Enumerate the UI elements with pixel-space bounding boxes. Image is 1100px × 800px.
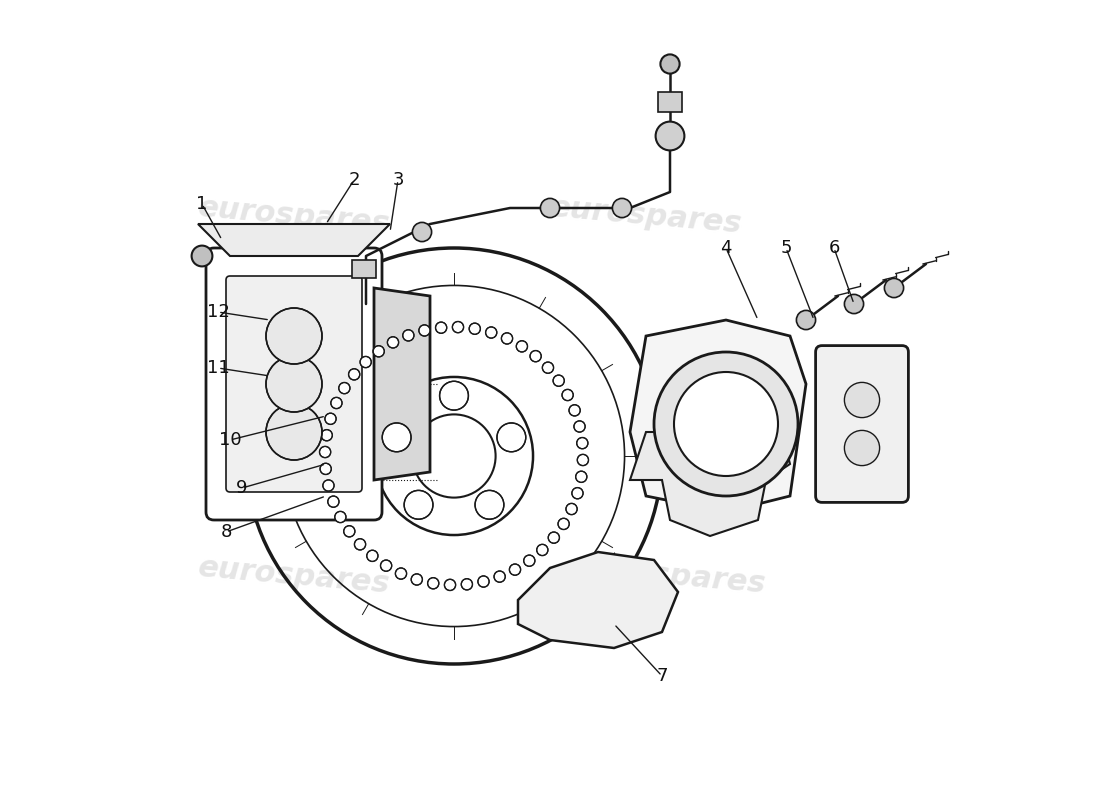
Circle shape (403, 330, 414, 341)
Circle shape (578, 454, 588, 466)
Polygon shape (374, 288, 430, 480)
Circle shape (475, 490, 504, 519)
Polygon shape (630, 432, 790, 536)
Circle shape (540, 198, 560, 218)
Circle shape (654, 352, 798, 496)
Circle shape (360, 357, 372, 368)
Circle shape (319, 446, 331, 458)
Circle shape (266, 308, 322, 364)
Circle shape (553, 375, 564, 386)
Circle shape (613, 198, 631, 218)
Circle shape (884, 278, 903, 298)
Circle shape (266, 404, 322, 460)
Circle shape (574, 421, 585, 432)
Text: 5: 5 (780, 239, 792, 257)
Circle shape (485, 327, 497, 338)
Circle shape (470, 323, 481, 334)
Circle shape (524, 555, 535, 566)
FancyBboxPatch shape (226, 276, 362, 492)
Polygon shape (518, 552, 678, 648)
Circle shape (494, 571, 505, 582)
Circle shape (444, 579, 455, 590)
Circle shape (404, 490, 433, 519)
Circle shape (412, 222, 431, 242)
FancyBboxPatch shape (658, 92, 682, 112)
FancyBboxPatch shape (352, 260, 375, 278)
Circle shape (566, 503, 578, 514)
Circle shape (334, 511, 346, 522)
Circle shape (349, 369, 360, 380)
Text: 3: 3 (393, 171, 404, 189)
Text: 6: 6 (828, 239, 839, 257)
Circle shape (354, 538, 365, 550)
Circle shape (339, 382, 350, 394)
Circle shape (328, 496, 339, 507)
Text: eurospares: eurospares (573, 553, 768, 599)
Circle shape (395, 568, 407, 579)
Circle shape (477, 576, 490, 587)
Text: eurospares: eurospares (197, 193, 392, 239)
Circle shape (575, 471, 587, 482)
Circle shape (562, 390, 573, 401)
Text: 2: 2 (349, 171, 360, 189)
Circle shape (191, 246, 212, 266)
Circle shape (845, 382, 880, 418)
Circle shape (428, 578, 439, 589)
Circle shape (419, 325, 430, 336)
Circle shape (366, 550, 378, 562)
Circle shape (321, 430, 332, 441)
Circle shape (558, 518, 569, 530)
Circle shape (845, 294, 864, 314)
Circle shape (324, 413, 337, 424)
Circle shape (537, 544, 548, 555)
Circle shape (497, 423, 526, 452)
Circle shape (656, 122, 684, 150)
Text: 8: 8 (220, 523, 232, 541)
Text: 4: 4 (720, 239, 732, 257)
Circle shape (502, 333, 513, 344)
Text: 1: 1 (196, 195, 208, 213)
Text: 11: 11 (207, 359, 230, 377)
FancyBboxPatch shape (206, 248, 382, 520)
Circle shape (530, 350, 541, 362)
Text: eurospares: eurospares (197, 553, 392, 599)
FancyBboxPatch shape (815, 346, 909, 502)
Text: eurospares: eurospares (549, 193, 744, 239)
Text: 10: 10 (219, 431, 241, 449)
Circle shape (452, 322, 463, 333)
Circle shape (548, 532, 560, 543)
Circle shape (266, 356, 322, 412)
Circle shape (845, 430, 880, 466)
Circle shape (576, 438, 587, 449)
Circle shape (387, 337, 398, 348)
Circle shape (373, 346, 384, 357)
Circle shape (509, 564, 520, 575)
Circle shape (323, 480, 334, 491)
Circle shape (660, 54, 680, 74)
Circle shape (796, 310, 815, 330)
Circle shape (343, 526, 355, 537)
Circle shape (440, 382, 469, 410)
Circle shape (572, 488, 583, 499)
Circle shape (381, 560, 392, 571)
Circle shape (542, 362, 553, 374)
Circle shape (569, 405, 580, 416)
Circle shape (436, 322, 447, 334)
Polygon shape (630, 320, 806, 512)
Text: 9: 9 (236, 479, 248, 497)
Circle shape (331, 398, 342, 409)
Circle shape (674, 372, 778, 476)
Circle shape (516, 341, 528, 352)
Circle shape (461, 578, 473, 590)
Text: 7: 7 (657, 667, 668, 685)
Circle shape (382, 423, 411, 452)
Polygon shape (198, 224, 390, 256)
Text: 12: 12 (207, 303, 230, 321)
Circle shape (320, 463, 331, 474)
Circle shape (411, 574, 422, 585)
